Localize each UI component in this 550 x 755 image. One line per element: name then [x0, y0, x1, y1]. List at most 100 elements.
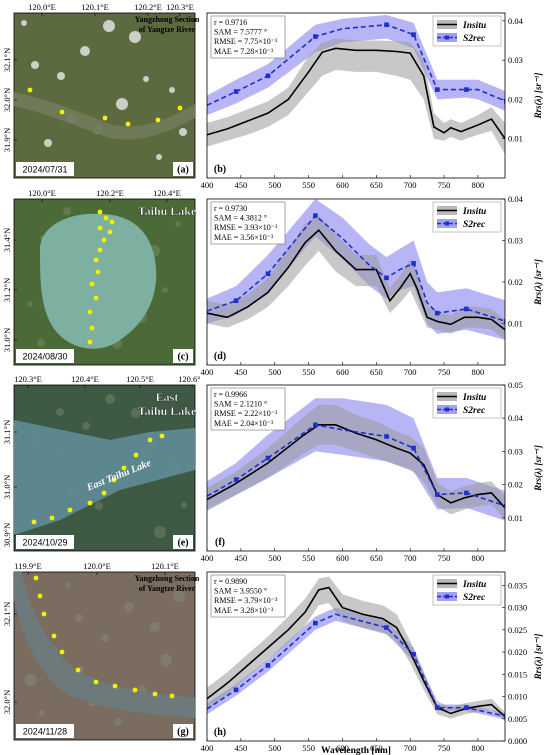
sample-point	[107, 229, 113, 235]
s2rec-line	[207, 423, 505, 507]
sample-point	[67, 507, 73, 513]
x-tick-label: 700	[404, 743, 417, 753]
s2rec-marker	[464, 490, 469, 496]
x-tick-label: 600	[336, 553, 349, 563]
map-texture	[95, 502, 103, 510]
map-texture	[169, 87, 175, 93]
s2rec-marker	[384, 275, 389, 281]
insitu-line	[207, 47, 505, 140]
lon-tick-label: 120.2°E	[96, 188, 124, 198]
legend-s2rec-marker	[445, 35, 449, 40]
spectra-charts: 400 450 500 550 600 650 700 750 8000.010.020.030…	[201, 12, 543, 755]
map-texture	[63, 207, 71, 215]
y-tick-label: 0.02	[508, 94, 523, 104]
x-tick-label: 450	[234, 743, 247, 753]
map-panel-label: (a)	[177, 165, 189, 176]
map-background	[13, 12, 196, 179]
insitu-band	[207, 215, 505, 341]
date-box	[16, 162, 74, 176]
sample-point	[133, 452, 139, 458]
chart-panel-label: (h)	[214, 727, 226, 738]
map-date: 2024/11/28	[23, 727, 67, 737]
map-texture	[124, 602, 134, 612]
map-texture	[82, 422, 90, 430]
stats-line: MAE = 7.28×10⁻³	[214, 47, 274, 56]
water-body	[40, 213, 157, 349]
lat-tick-label: 32.1°N	[2, 602, 12, 626]
sample-point	[33, 575, 39, 581]
sample-point	[97, 225, 103, 231]
s2rec-marker	[464, 705, 469, 710]
map-texture	[114, 718, 122, 726]
sample-point	[112, 683, 118, 689]
s2rec-marker	[233, 89, 239, 94]
sample-point	[125, 121, 131, 127]
x-tick-label: 550	[302, 367, 315, 377]
stats-box	[210, 574, 286, 618]
map-texture	[75, 614, 83, 622]
map-title: Yangzhong Section	[135, 15, 200, 24]
y-tick-label: 0.04	[508, 194, 524, 204]
s2rec-marker	[384, 434, 389, 439]
lon-tick-label: 120.2°E	[134, 2, 162, 12]
legend-s2rec-marker	[445, 407, 449, 412]
lat-tick-label: 31.2°N	[2, 278, 12, 302]
stats-line: SAM = 3.9550 °	[214, 587, 267, 596]
lon-tick-label: 120.6°E	[178, 374, 200, 384]
chart-panel: 400 450 500 550 600 650 700 750 800 0.01 0.02 0.03 0…	[201, 194, 543, 377]
water-body	[14, 92, 195, 140]
sample-point	[27, 87, 33, 93]
legend-insitu-label: Insitu	[462, 393, 486, 403]
water-body	[14, 420, 195, 535]
sample-point	[155, 117, 161, 123]
map-title: Taihu Lake	[138, 204, 197, 218]
insitu-line	[207, 424, 505, 509]
stats-line: MAE = 3.28×10⁻³	[214, 606, 274, 615]
map-panel: 120.0°E 120.2°E 120.4°E 31.4°N 31.2°N 31.0°N T…	[2, 188, 197, 366]
sample-point	[49, 515, 55, 521]
map-texture	[103, 20, 115, 32]
stats-line: RMSE = 3.79×10⁻³	[214, 596, 278, 605]
stats-line: r = 0.9716	[214, 18, 247, 27]
y-axis-label: Rrs(λ) [sr⁻¹]	[533, 259, 543, 306]
sample-point	[89, 325, 95, 331]
sample-point	[41, 611, 47, 617]
x-tick-label: 550	[302, 180, 315, 190]
x-tick-label: 700	[404, 553, 417, 563]
y-tick-label: 0.04	[508, 16, 524, 26]
y-axis-label: Rrs(λ) [sr⁻¹]	[533, 73, 543, 120]
insitu-band	[207, 38, 505, 155]
x-tick-label: 750	[438, 367, 451, 377]
sample-point	[75, 667, 81, 673]
y-tick-label: 0.030	[508, 603, 527, 613]
map-title: Yangzhong Section	[135, 574, 200, 583]
map-texture	[31, 61, 39, 69]
s2rec-marker	[504, 319, 505, 324]
stats-box	[210, 15, 286, 59]
y-tick-label: 0.04	[508, 413, 524, 423]
x-tick-label: 700	[404, 367, 417, 377]
s2rec-marker	[384, 22, 389, 28]
map-texture	[80, 46, 90, 56]
chart-panel-label: (f)	[215, 537, 225, 548]
stats-line: SAM = 4.3812 °	[214, 214, 267, 223]
lat-tick-label: 30.9°N	[2, 523, 12, 547]
lon-tick-label: 120.4°E	[71, 374, 99, 384]
sample-point	[87, 309, 93, 315]
chart-panel: 400 450 500 550 600 650 700 750 800 0.000 0.005 0.0…	[201, 571, 543, 755]
s2rec-marker	[411, 651, 416, 657]
legend-insitu-label: Insitu	[462, 21, 486, 31]
s2rec-marker	[504, 99, 505, 104]
map-texture	[131, 408, 141, 418]
sample-point	[109, 219, 115, 225]
s2rec-marker	[434, 705, 440, 710]
date-box	[16, 349, 74, 363]
legend-s2rec-marker	[445, 594, 449, 599]
x-tick-label: 400	[201, 743, 214, 753]
map-column: 120.0°E 120.1°E 120.2°E 120.3°E 32.1°N 32.0°N…	[0, 0, 200, 755]
map-panel: 120.3°E 120.4°E 120.5°E 120.6°E 31.1°N 31.0°N…	[2, 374, 200, 552]
sample-point	[87, 339, 93, 345]
y-tick-label: 0.01	[508, 319, 523, 329]
sample-point	[37, 593, 43, 599]
map-texture	[129, 31, 141, 43]
